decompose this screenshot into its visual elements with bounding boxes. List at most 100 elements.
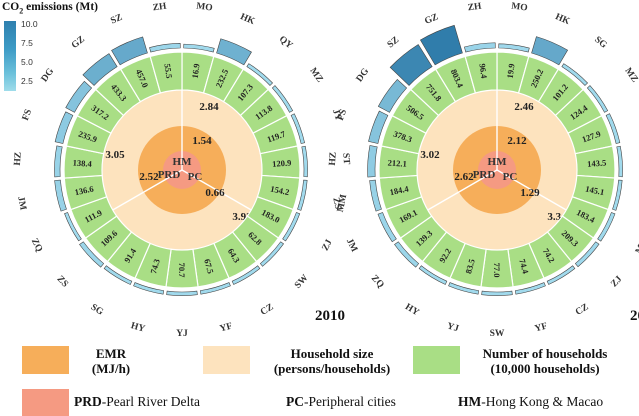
legend-emr-unit: (MJ/h): [91, 361, 131, 376]
legend-prd-text: -Pearl River Delta: [101, 394, 200, 409]
households-value: 67.5: [202, 258, 216, 275]
ring-divider: [112, 191, 145, 211]
co2-bar: [597, 212, 616, 242]
co2-bar: [377, 212, 397, 243]
city-label: FS: [336, 108, 349, 122]
co2-bar: [199, 282, 231, 295]
co2-bar: [246, 63, 274, 86]
legend-hm-text: -Hong Kong & Macao: [481, 394, 604, 409]
city-label: SZ: [109, 13, 124, 27]
co2-bar: [586, 85, 609, 113]
households-value: 212.1: [387, 158, 407, 169]
households-value: 19.9: [505, 63, 517, 79]
legend-label-emr: EMR (MJ/h): [72, 346, 150, 376]
legend-pc-text: -Peripheral cities: [304, 394, 396, 409]
sector-divider: [143, 169, 183, 193]
co2-bar: [259, 241, 285, 267]
legend-hm-abbr: HM: [458, 394, 482, 409]
city-label: YF: [219, 321, 234, 334]
co2-bar: [297, 179, 308, 211]
co2-bar: [149, 43, 181, 53]
city-label: ZH: [152, 2, 168, 14]
co2-bar: [531, 36, 569, 66]
legend-prd: PRD-Pearl River Delta: [74, 394, 200, 410]
households-cell: [149, 51, 183, 94]
center-label: PRD: [158, 169, 181, 181]
sector-divider: [496, 169, 536, 193]
year-label: 2020: [630, 308, 639, 324]
city-label: DG: [355, 66, 372, 84]
co2-bar: [418, 265, 448, 285]
colorbar-title-prefix: CO: [2, 1, 20, 13]
city-label: HZ: [13, 152, 24, 166]
co2-bar: [271, 85, 294, 113]
co2-bar: [103, 265, 133, 285]
co2-bar: [605, 113, 621, 144]
city-label: YF: [534, 321, 549, 334]
colorbar-title-suffix: emissions (Mt): [23, 1, 98, 13]
households-value: 70.7: [177, 263, 187, 279]
co2-bar: [546, 265, 576, 285]
city-label: MO: [511, 1, 529, 13]
city-label: HK: [554, 12, 572, 27]
city-label: ZH: [467, 2, 483, 14]
co2-bar: [183, 43, 215, 53]
household-size-value: 2.84: [199, 101, 219, 113]
co2-bar: [612, 179, 623, 211]
legend-swatch-region: [22, 389, 69, 416]
city-label: YJ: [446, 322, 460, 335]
legend-swatch-emr: [22, 346, 69, 374]
colorbar-gradient: [4, 21, 16, 91]
colorbar-title: CO2 emissions (Mt): [2, 1, 98, 15]
households-value: 74.3: [148, 258, 162, 275]
households-value: 96.4: [477, 63, 489, 80]
households-value: 154.2: [270, 184, 291, 198]
households-cell: [464, 51, 498, 94]
households-value: 16.9: [190, 63, 202, 79]
city-label: ZS: [330, 197, 342, 210]
city-label: ST: [340, 153, 351, 166]
emr-value: 2.52: [139, 171, 159, 183]
households-value: 145.1: [585, 184, 606, 198]
legend-hhsize-title: Household size: [290, 346, 374, 361]
households-value: 55.5: [162, 63, 174, 79]
city-label: FS: [21, 108, 34, 122]
city-label: MM: [634, 235, 639, 256]
center-label: HM: [488, 156, 508, 168]
co2-bar: [616, 145, 623, 178]
co2-bar: [377, 79, 408, 113]
co2-bar: [464, 42, 496, 53]
center-label: PC: [188, 171, 203, 183]
city-label: MM: [336, 194, 349, 214]
co2-bar: [498, 43, 530, 53]
city-label: JM: [344, 237, 359, 254]
co2-bar: [367, 145, 378, 178]
legend: EMR (MJ/h) Household size (persons/house…: [0, 340, 639, 416]
city-label: CZ: [259, 302, 275, 317]
ring-divider: [534, 191, 567, 211]
city-label: ZJ: [321, 238, 335, 253]
year-label: 2010: [315, 308, 345, 324]
co2-bar: [481, 290, 513, 296]
co2-bar: [389, 44, 433, 86]
legend-pc-abbr: PC: [286, 394, 304, 409]
co2-bar: [54, 145, 63, 178]
city-label: HK: [239, 12, 257, 27]
city-label: YJ: [176, 329, 188, 339]
city-label: ZQ: [29, 237, 44, 254]
legend-swatch-household-size: [203, 346, 250, 374]
colorbar-tick: 5.0: [21, 57, 33, 67]
city-label: SZ: [386, 35, 401, 50]
city-label: MZ: [622, 66, 639, 84]
city-label: ZQ: [369, 274, 386, 291]
emr-value: 2.62: [454, 171, 474, 183]
co2-bar: [166, 290, 198, 296]
city-label: CZ: [574, 302, 590, 317]
household-size-value: 3.02: [420, 149, 440, 161]
emr-value: 0.66: [205, 187, 225, 199]
city-label: HY: [403, 302, 420, 318]
city-label: SG: [592, 35, 609, 51]
